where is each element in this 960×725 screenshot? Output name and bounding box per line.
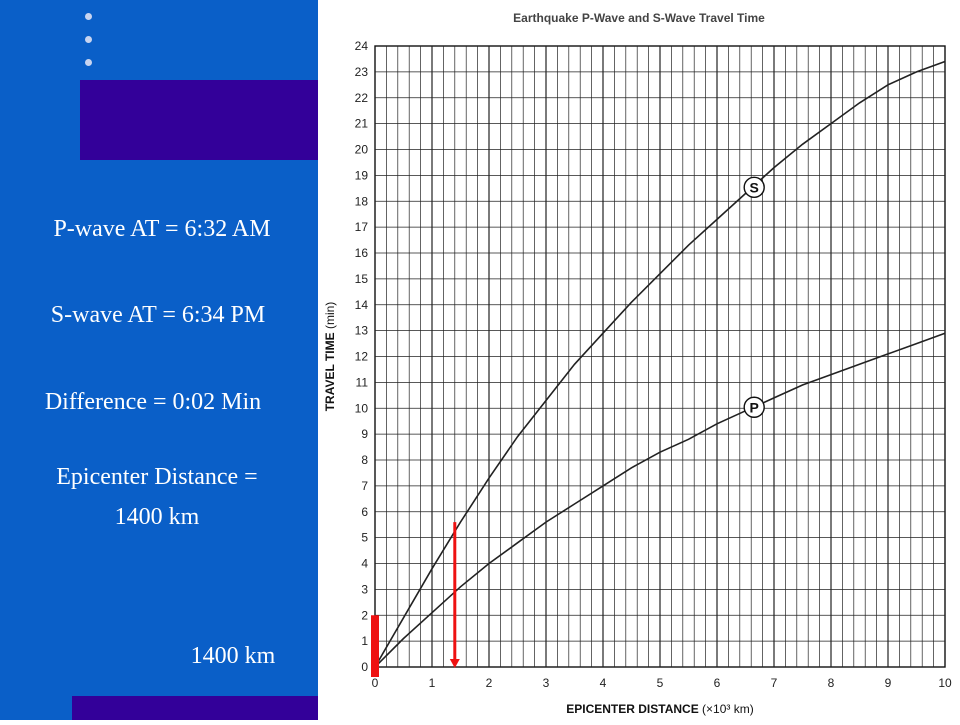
y-tick-label: 14	[355, 298, 369, 312]
x-axis-title-main: EPICENTER DISTANCE	[566, 702, 702, 716]
x-tick-label: 5	[657, 676, 664, 690]
p-wave-arrival-text: P-wave AT = 6:32 AM	[53, 216, 271, 242]
y-tick-label: 2	[361, 608, 368, 622]
y-tick-label: 3	[361, 582, 368, 596]
y-tick-label: 6	[361, 505, 368, 519]
y-tick-label: 15	[355, 272, 369, 286]
accent-block-bottom	[72, 696, 318, 720]
x-tick-label: 0	[372, 676, 379, 690]
y-tick-label: 4	[361, 557, 368, 571]
bullet-dot	[85, 59, 92, 66]
y-tick-label: 13	[355, 324, 369, 338]
x-tick-label: 9	[885, 676, 892, 690]
series: SP	[374, 60, 946, 668]
x-tick-label: 4	[600, 676, 607, 690]
series-line-s	[374, 60, 946, 668]
y-tick-label: 8	[361, 453, 368, 467]
y-tick-label: 21	[355, 117, 369, 131]
y-tick-label: 18	[355, 194, 369, 208]
series-label-circle	[743, 396, 765, 418]
s-wave-arrival-text: S-wave AT = 6:34 PM	[50, 302, 266, 328]
tick-labels: 0123456789101112131415161718192021222324…	[355, 39, 952, 690]
chart-title: Earthquake P-Wave and S-Wave Travel Time	[513, 11, 765, 25]
x-tick-label: 6	[714, 676, 721, 690]
epicenter-distance-value: 1400 km	[114, 504, 200, 530]
axis-titles: EPICENTER DISTANCE (×10³ km) TRAVEL TIME …	[323, 302, 754, 716]
accent-block-top	[80, 80, 318, 160]
y-tick-label: 0	[361, 660, 368, 674]
y-tick-label: 5	[361, 531, 368, 545]
y-tick-label: 24	[355, 39, 369, 53]
x-tick-label: 3	[543, 676, 550, 690]
y-tick-label: 1	[361, 634, 368, 648]
x-tick-label: 8	[828, 676, 835, 690]
y-tick-label: 7	[361, 479, 368, 493]
x-axis-title: EPICENTER DISTANCE (×10³ km)	[566, 702, 753, 716]
series-label-text: S	[750, 179, 759, 195]
y-tick-label: 10	[355, 401, 369, 415]
y-axis-title-main: TRAVEL TIME	[323, 329, 337, 411]
bullet-dot	[85, 36, 92, 43]
travel-time-chart: Earthquake P-Wave and S-Wave Travel Time…	[323, 11, 952, 716]
y-tick-label: 23	[355, 65, 369, 79]
y-tick-label: 17	[355, 220, 369, 234]
x-tick-label: 10	[938, 676, 952, 690]
series-label-circle	[743, 176, 765, 199]
bottom-distance-label: 1400 km	[190, 643, 276, 669]
red-arrow-head	[449, 659, 460, 668]
series-label-p: P	[743, 396, 765, 418]
y-tick-label: 9	[361, 427, 368, 441]
grid	[374, 45, 946, 668]
difference-text: Difference = 0:02 Min	[44, 389, 262, 415]
y-tick-label: 16	[355, 246, 369, 260]
y-tick-label: 20	[355, 143, 369, 157]
y-tick-label: 19	[355, 168, 369, 182]
chart-area: Earthquake P-Wave and S-Wave Travel Time…	[318, 0, 960, 720]
y-axis-title-unit: (min)	[323, 302, 337, 329]
x-tick-label: 1	[429, 676, 436, 690]
series-label-text: P	[750, 399, 759, 415]
x-tick-label: 7	[771, 676, 778, 690]
series-label-s: S	[743, 176, 765, 199]
epicenter-distance-label: Epicenter Distance =	[56, 464, 258, 490]
x-tick-label: 2	[486, 676, 493, 690]
x-axis-title-unit: (×10³ km)	[702, 702, 754, 716]
y-axis-title: TRAVEL TIME (min)	[323, 302, 337, 412]
y-tick-label: 22	[355, 91, 369, 105]
y-tick-label: 12	[355, 350, 369, 364]
bullet-dot	[85, 13, 92, 20]
series-line-p	[374, 332, 946, 668]
y-tick-label: 11	[356, 375, 369, 389]
annotations	[371, 522, 460, 677]
red-bar-marker	[371, 615, 379, 677]
